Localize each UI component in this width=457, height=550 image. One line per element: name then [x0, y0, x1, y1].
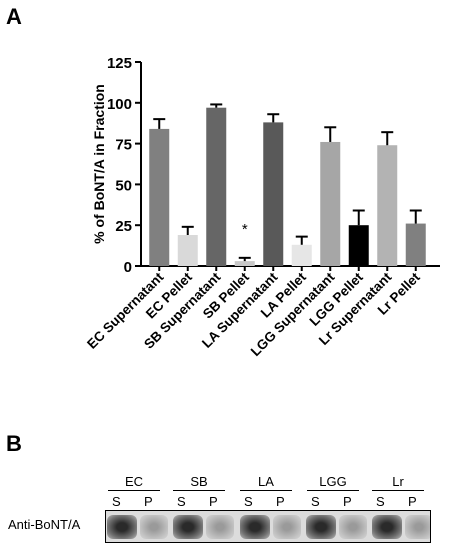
- pellet-lane-label: P: [408, 494, 417, 509]
- bar: [149, 128, 170, 266]
- pellet-lane-label: P: [209, 494, 218, 509]
- y-tick-label: 100: [107, 96, 132, 113]
- significance-marker: *: [242, 221, 248, 238]
- bar: [263, 122, 284, 266]
- lane-group: SB S P: [173, 474, 225, 509]
- pellet-band: [273, 515, 301, 539]
- y-tick-label: 50: [115, 177, 132, 194]
- pellet-band: [206, 515, 234, 539]
- lane-group-label: Lr: [372, 474, 424, 491]
- supernatant-lane-label: S: [112, 494, 121, 509]
- supernatant-lane-label: S: [311, 494, 320, 509]
- lane-group: LGG S P: [307, 474, 359, 509]
- supernatant-band: [372, 515, 402, 539]
- lane-group: EC S P: [108, 474, 160, 509]
- supernatant-band: [173, 515, 203, 539]
- supernatant-lane-label: S: [244, 494, 253, 509]
- y-tick-label: 25: [115, 218, 132, 235]
- lane-group-label: LA: [240, 474, 292, 491]
- y-tick-label: 0: [124, 259, 132, 276]
- lane-group-label: SB: [173, 474, 225, 491]
- panel-a-label: A: [6, 4, 22, 29]
- bar: [234, 261, 255, 266]
- pellet-lane-label: P: [276, 494, 285, 509]
- pellet-band: [405, 515, 430, 539]
- bar: [206, 107, 227, 266]
- bar: [320, 141, 341, 266]
- supernatant-band: [240, 515, 270, 539]
- pellet-band: [339, 515, 367, 539]
- supernatant-band: [306, 515, 336, 539]
- blot-row-label: Anti-BoNT/A: [8, 517, 81, 532]
- bar: [377, 145, 398, 266]
- lane-group: Lr S P: [372, 474, 424, 509]
- lane-group-label: EC: [108, 474, 160, 491]
- bar: [348, 225, 369, 266]
- supernatant-band: [107, 515, 137, 539]
- supernatant-lane-label: S: [376, 494, 385, 509]
- western-blot-image: [105, 510, 431, 543]
- pellet-lane-label: P: [144, 494, 153, 509]
- pellet-lane-label: P: [343, 494, 352, 509]
- bar: [405, 223, 426, 266]
- bar: [291, 244, 312, 266]
- panel-b-label: B: [6, 431, 22, 456]
- bar: [177, 234, 198, 266]
- y-tick-label: 75: [115, 137, 132, 154]
- lane-group: LA S P: [240, 474, 292, 509]
- pellet-band: [140, 515, 168, 539]
- lane-group-label: LGG: [307, 474, 359, 491]
- y-axis-label: % of BoNT/A in Fraction: [91, 84, 107, 244]
- y-tick-label: 125: [107, 55, 132, 72]
- supernatant-lane-label: S: [177, 494, 186, 509]
